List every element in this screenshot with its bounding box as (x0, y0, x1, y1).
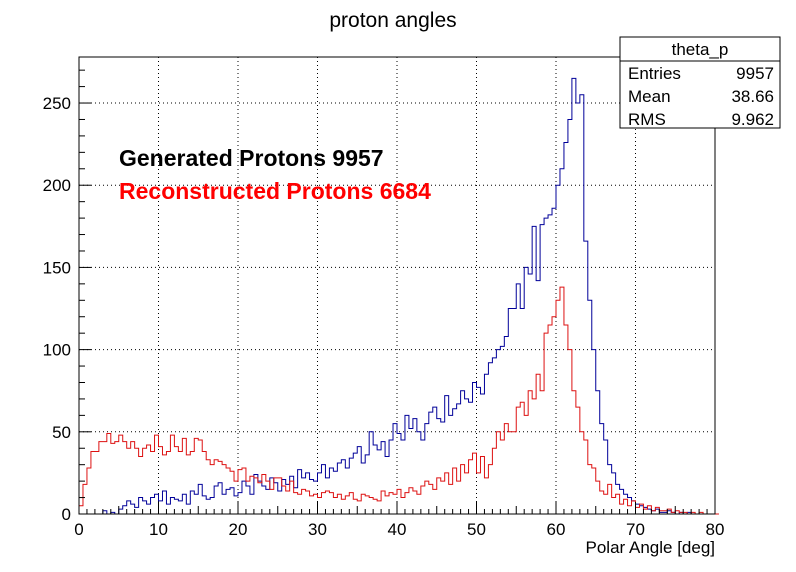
y-tick-label: 200 (43, 176, 71, 195)
stats-box: theta_p Entries 9957 Mean 38.66 RMS 9.962 (619, 36, 781, 129)
stats-row-value: 9957 (736, 64, 774, 83)
y-tick-label: 50 (52, 423, 71, 442)
stats-row-value: 38.66 (731, 87, 774, 106)
stats-row-label: Mean (628, 87, 671, 106)
x-tick-label: 10 (149, 520, 168, 539)
x-tick-label: 60 (547, 520, 566, 539)
x-tick-label: 20 (229, 520, 248, 539)
stats-row-label: Entries (628, 64, 681, 83)
histogram-series-0 (79, 77, 715, 515)
y-tick-label: 0 (62, 505, 71, 524)
stats-row-label: RMS (628, 110, 666, 129)
y-tick-label: 100 (43, 341, 71, 360)
stats-box-frame (619, 36, 781, 129)
x-tick-label: 50 (467, 520, 486, 539)
x-tick-label: 0 (74, 520, 83, 539)
ticks-layer: 0 10 20 30 40 50 60 70 80 0 50 100 150 200 250 (43, 69, 725, 539)
annotation-layer: Generated Protons 9957 Reconstructed Prot… (119, 145, 431, 204)
grid-layer (79, 57, 715, 514)
histogram-series-1 (78, 286, 719, 515)
y-tick-label: 150 (43, 258, 71, 277)
stats-box-title: theta_p (672, 40, 729, 59)
x-tick-label: 30 (308, 520, 327, 539)
legend-annotation-0: Generated Protons 9957 (119, 145, 384, 171)
y-tick-label: 250 (43, 94, 71, 113)
x-tick-label: 80 (706, 520, 725, 539)
x-axis-title: Polar Angle [deg] (586, 538, 715, 557)
x-tick-label: 40 (388, 520, 407, 539)
stats-row-value: 9.962 (731, 110, 774, 129)
series-layer (78, 77, 719, 515)
x-tick-label: 70 (626, 520, 645, 539)
chart-title: proton angles (329, 9, 456, 32)
legend-annotation-1: Reconstructed Protons 6684 (119, 178, 431, 204)
